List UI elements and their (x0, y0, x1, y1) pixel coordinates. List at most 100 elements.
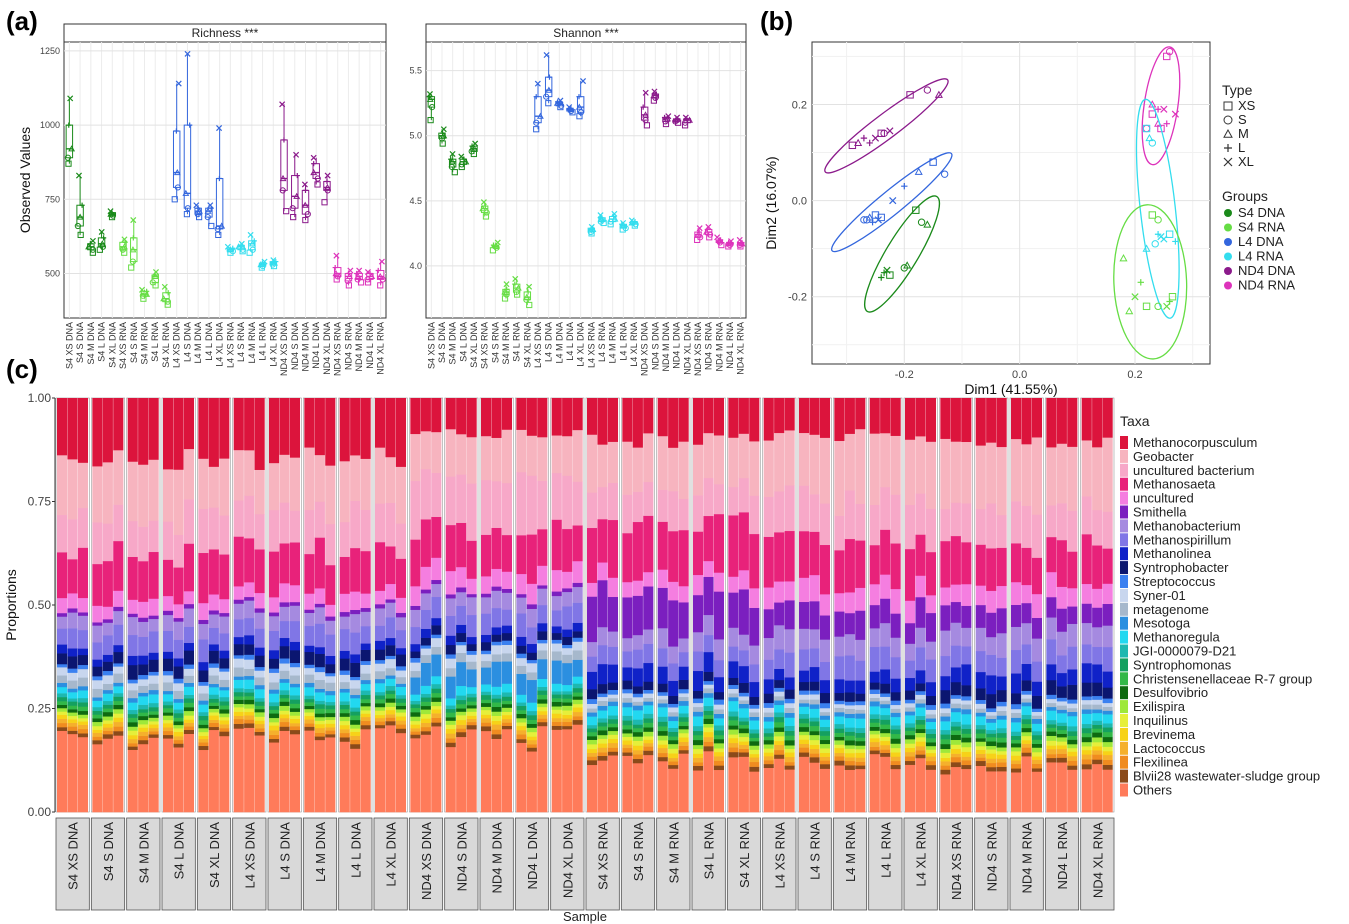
y-tick-label: 0.25 (28, 702, 52, 716)
bar-segment (233, 619, 244, 638)
bar-segment (668, 736, 679, 741)
bar-segment (784, 628, 795, 653)
data-point (1163, 302, 1171, 310)
bar-segment (92, 744, 103, 813)
facet-strip (585, 817, 620, 911)
legend-swatch (1120, 588, 1128, 602)
bar-segment (183, 543, 195, 592)
bar-segment (819, 752, 831, 757)
bar-segment (445, 658, 456, 669)
bar-segment (1021, 705, 1032, 715)
bar-segment (890, 435, 901, 495)
box (64, 95, 76, 167)
bar-segment (431, 688, 442, 694)
bar-segment (466, 705, 477, 709)
bar-segment (940, 689, 951, 704)
data-point (901, 182, 908, 190)
bar-segment (537, 604, 548, 624)
bar-segment (385, 658, 396, 669)
bar-segment (597, 734, 608, 739)
data-point (738, 240, 746, 247)
bar-segment (1067, 711, 1078, 717)
bar-segment (537, 690, 548, 695)
bar-segment (92, 714, 103, 719)
facet-title: Shannon *** (553, 26, 619, 40)
bar-segment (905, 622, 916, 644)
bar-segment (834, 712, 845, 717)
data-point (863, 216, 871, 224)
bar-segment (1046, 724, 1057, 728)
bar-segment (138, 561, 149, 602)
bar-segment (501, 609, 513, 626)
box (587, 223, 597, 237)
bar-segment (375, 541, 386, 591)
bar-segment (410, 480, 421, 540)
data-point (1148, 211, 1157, 219)
bar-segment (996, 706, 1007, 711)
bar-segment (986, 612, 997, 638)
bar-segment (738, 665, 749, 683)
plot-area (55, 398, 1115, 812)
bar-segment (880, 736, 891, 742)
data-point (1125, 306, 1134, 315)
bar-segment (784, 652, 795, 678)
bar-segment (763, 702, 774, 708)
bar-segment (339, 670, 350, 675)
bar-segment (481, 641, 492, 651)
bar-segment (1102, 736, 1113, 743)
bar-segment (890, 692, 901, 701)
legend-swatch (1120, 491, 1128, 505)
bar-segment (996, 719, 1007, 729)
bar-segment (713, 760, 725, 766)
bar-segment (516, 573, 527, 595)
facet-nd4-xs-dna: ND4 XS DNA (408, 397, 444, 911)
bar-segment (466, 661, 477, 670)
bar-segment (537, 480, 548, 530)
bar-segment (219, 612, 230, 617)
box (375, 258, 386, 289)
bar-segment (183, 707, 195, 712)
bar-segment (148, 731, 159, 735)
bar-segment (1031, 514, 1043, 558)
bar-segment (855, 680, 866, 694)
bar-segment (1092, 728, 1103, 733)
bar-segment (127, 634, 138, 656)
bar-segment (597, 700, 608, 706)
bar-segment (113, 644, 124, 653)
bar-segment (975, 627, 986, 652)
bar-segment (869, 706, 880, 715)
bar-segment (148, 702, 159, 708)
bar-segment (880, 732, 891, 737)
bar-segment (551, 472, 562, 520)
bar-segment (92, 706, 103, 712)
bar-segment (1046, 398, 1057, 448)
bar-segment (1011, 543, 1022, 583)
bar-segment (774, 581, 785, 603)
bar-segment (289, 695, 301, 700)
bar-segment (607, 719, 619, 724)
bar-segment (289, 650, 301, 664)
bar-segment (738, 700, 749, 704)
bar-segment (713, 572, 725, 592)
bar-segment (77, 668, 89, 678)
data-point (628, 217, 635, 224)
bar-segment (198, 727, 209, 733)
bar-segment (1021, 622, 1032, 645)
bar-segment (738, 512, 749, 571)
bar-segment (961, 733, 972, 738)
bar-segment (254, 723, 265, 729)
bar-segment (537, 706, 548, 712)
box (468, 140, 479, 158)
bar-segment (961, 685, 972, 697)
bar-segment (607, 742, 619, 748)
bar-segment (925, 745, 937, 750)
bar-segment (244, 719, 255, 724)
bar-segment (395, 654, 407, 667)
bar-segment (77, 664, 89, 670)
bar-segment (749, 681, 760, 698)
bar-segment (350, 719, 361, 725)
bar-segment (607, 482, 619, 521)
bar-segment (57, 514, 68, 553)
box (289, 151, 301, 221)
bar-segment (572, 676, 583, 684)
